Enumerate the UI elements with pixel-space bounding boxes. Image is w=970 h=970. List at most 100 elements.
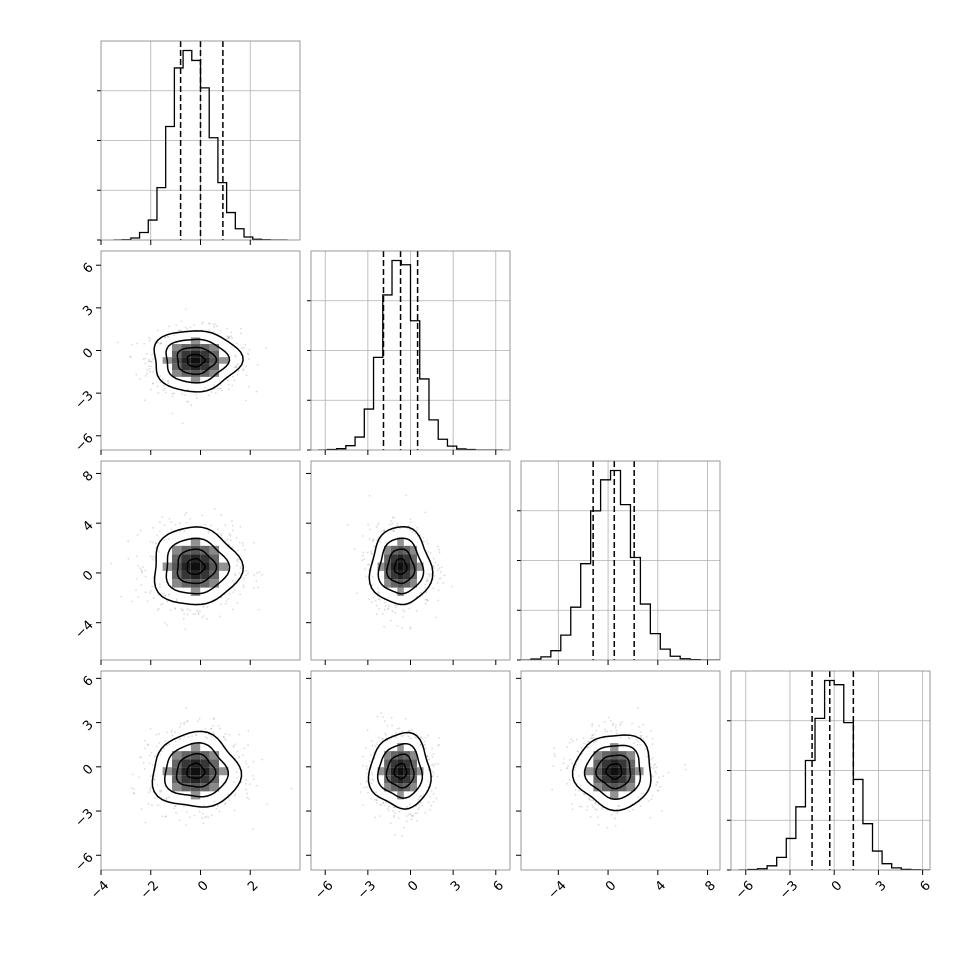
scatter-point	[432, 565, 435, 568]
x-tick-label: −3	[777, 878, 801, 902]
scatter-point	[164, 797, 167, 800]
scatter-point	[178, 738, 181, 741]
panel-2-1	[306, 460, 511, 665]
scatter-point	[416, 819, 418, 822]
scatter-point	[386, 725, 389, 727]
scatter-point	[247, 353, 250, 356]
scatter-point	[140, 756, 142, 759]
scatter-point	[202, 615, 205, 617]
x-tick-label: 0	[603, 878, 619, 894]
scatter-point	[410, 818, 413, 821]
scatter-point	[394, 833, 397, 836]
scatter-point	[402, 616, 405, 618]
scatter-point	[233, 379, 236, 382]
scatter-point	[580, 746, 583, 749]
density-cell	[410, 759, 417, 768]
density-cell	[410, 554, 417, 563]
density-cell	[181, 370, 191, 377]
scatter-point	[208, 394, 211, 397]
scatter-point	[239, 593, 242, 596]
scatter-point	[212, 718, 215, 721]
scatter-point	[236, 373, 239, 376]
scatter-point	[378, 598, 381, 601]
scatter-point	[651, 737, 654, 740]
scatter-point	[227, 336, 230, 339]
scatter-point	[248, 349, 251, 351]
scatter-point	[655, 766, 658, 769]
scatter-point	[432, 557, 435, 560]
scatter-point	[256, 572, 259, 574]
density-cell	[181, 751, 191, 760]
scatter-point	[640, 734, 643, 737]
scatter-point	[159, 375, 162, 377]
x-tick-label: 4	[653, 878, 669, 894]
scatter-point	[365, 765, 368, 768]
scatter-point	[175, 598, 178, 601]
scatter-point	[224, 523, 227, 526]
scatter-point	[398, 810, 401, 813]
scatter-point	[164, 594, 167, 597]
scatter-point	[417, 808, 420, 811]
density-cell	[181, 363, 191, 371]
density-cell	[601, 759, 611, 768]
scatter-point	[162, 389, 165, 391]
scatter-point	[160, 791, 162, 793]
scatter-point	[628, 737, 630, 740]
scatter-point	[156, 784, 159, 787]
scatter-point	[436, 545, 439, 548]
density-cell	[610, 743, 619, 752]
scatter-point	[226, 379, 229, 382]
scatter-point	[257, 586, 259, 589]
scatter-point	[136, 342, 138, 345]
scatter-point	[228, 593, 231, 595]
scatter-point	[166, 731, 169, 734]
scatter-point	[361, 535, 364, 537]
scatter-point	[144, 739, 146, 742]
scatter-point	[384, 732, 387, 735]
scatter-point	[196, 720, 199, 723]
scatter-point	[362, 554, 364, 557]
scatter-point	[436, 763, 439, 766]
contours	[571, 734, 652, 812]
scatter-point	[157, 550, 160, 553]
scatter-point	[180, 607, 183, 610]
scatter-point	[589, 737, 592, 740]
scatter-point	[421, 805, 423, 807]
scatter-point	[144, 569, 147, 572]
scatter-point	[225, 600, 228, 603]
scatter-point	[429, 552, 432, 554]
density-cell	[200, 554, 210, 563]
scatter-point	[152, 526, 154, 529]
scatter-point	[176, 600, 178, 602]
scatter-point	[144, 821, 147, 824]
y-tick-label: 3	[80, 303, 96, 319]
scatter-point	[174, 805, 177, 807]
scatter-point	[168, 517, 171, 520]
scatter-point	[577, 750, 580, 753]
x-tick-label: 6	[917, 878, 933, 894]
scatter-point	[225, 739, 227, 742]
scatter-point	[219, 383, 222, 386]
scatter-point	[380, 712, 382, 714]
scatter-point	[578, 805, 581, 808]
x-tick-label: 2	[245, 878, 261, 894]
scatter-point	[424, 598, 427, 601]
contours	[368, 526, 434, 606]
scatter-point	[590, 736, 593, 739]
scatter-point	[386, 807, 389, 810]
scatter-point	[228, 799, 231, 801]
scatter-point	[554, 755, 557, 758]
scatter-point	[167, 382, 170, 385]
scatter-point	[429, 795, 431, 798]
scatter-point	[588, 797, 590, 799]
scatter-point	[383, 804, 386, 807]
contour-1	[163, 742, 230, 798]
scatter-point	[170, 521, 172, 523]
scatter-point	[427, 573, 430, 575]
scatter-point	[591, 804, 594, 807]
scatter-point	[217, 532, 219, 535]
scatter-point	[208, 322, 211, 325]
scatter-point	[194, 733, 197, 736]
scatter-point	[596, 816, 599, 819]
scatter-point	[241, 346, 244, 349]
